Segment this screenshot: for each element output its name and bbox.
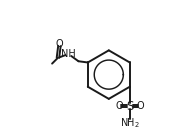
Text: NH$_2$: NH$_2$	[120, 116, 140, 130]
Text: O: O	[137, 101, 144, 111]
Text: O: O	[56, 40, 63, 49]
Text: O: O	[115, 101, 123, 111]
Text: NH: NH	[61, 49, 76, 59]
Text: S: S	[126, 99, 133, 112]
